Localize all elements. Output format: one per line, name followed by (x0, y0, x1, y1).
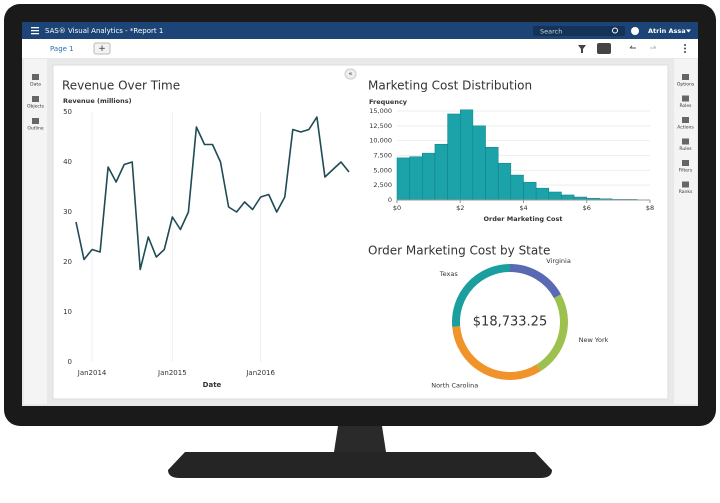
toolbar (22, 39, 698, 58)
histogram-bar (497, 162, 512, 201)
y-tick-label: 12,500 (369, 122, 392, 130)
y-tick-label: 5,000 (373, 166, 392, 174)
y-tick-label: 7,500 (373, 152, 392, 160)
charts: Revenue Over Time Revenue (millions) Date 0… (62, 79, 654, 390)
donut-label: Virginia (546, 257, 571, 265)
donut-segment (452, 326, 541, 380)
y-tick-label: 0 (68, 358, 72, 366)
x-tick-label: Jan2015 (157, 369, 187, 377)
x-tick-label: $0 (393, 204, 401, 212)
panel-label[interactable]: Data (30, 82, 41, 88)
undo-icon[interactable] (629, 45, 636, 49)
histogram-bar (523, 181, 537, 201)
report-canvas (52, 64, 669, 400)
x-tick-label: $8 (646, 204, 654, 212)
search-icon[interactable] (612, 27, 618, 34)
panel-label[interactable]: Roles (679, 103, 692, 109)
y-tick-label: 20 (63, 258, 72, 266)
histogram-bar (485, 146, 499, 201)
left-panel-items: Data Objects Outline (27, 74, 45, 132)
toggle-button[interactable] (597, 43, 611, 54)
histogram-bar (472, 125, 486, 201)
histogram-bar (535, 187, 550, 201)
histogram-bar (561, 194, 575, 201)
histogram-bar (396, 157, 410, 201)
donut-segment (509, 264, 561, 299)
panel-icon (682, 160, 689, 166)
donut-segment (536, 294, 568, 372)
right-panel (674, 59, 697, 404)
x-tick-label: Jan2016 (245, 369, 275, 377)
donut-label: North Carolina (431, 381, 478, 389)
donut-label: Texas (439, 270, 459, 278)
x-tick-label: $6 (583, 204, 591, 212)
panel-label[interactable]: Objects (27, 104, 45, 110)
x-axis-label: Date (203, 381, 222, 389)
histogram-bar (548, 191, 562, 201)
panel-label[interactable]: Options (677, 82, 695, 88)
histogram-bar (447, 113, 461, 201)
add-page-icon: + (98, 44, 106, 54)
add-page-button[interactable] (93, 42, 111, 55)
histogram-bar (422, 152, 436, 201)
y-tick-label: 0 (388, 196, 392, 204)
panel-icon (32, 118, 39, 124)
histogram-bar (460, 109, 474, 201)
y-axis-label: Frequency (369, 98, 408, 106)
panel-label[interactable]: Ranks (679, 189, 693, 195)
panel-label[interactable]: Filters (679, 168, 693, 174)
app-header (22, 22, 698, 39)
y-tick-label: 10,000 (369, 137, 392, 145)
panel-icon (682, 74, 689, 80)
histogram-bar (434, 143, 448, 201)
chart-title: Revenue Over Time (62, 79, 180, 93)
user-menu-caret[interactable] (686, 29, 691, 33)
y-tick-label: 50 (63, 108, 72, 116)
x-tick-label: Jan2014 (77, 369, 107, 377)
collapse-icon: « (349, 71, 353, 78)
panel-icon (682, 181, 689, 188)
panel-icon (32, 74, 39, 80)
chart-title: Order Marketing Cost by State (368, 244, 550, 258)
panel-label[interactable]: Outline (27, 126, 44, 132)
user-name[interactable]: Atrin Assa (648, 27, 686, 35)
line-series (75, 116, 350, 271)
panel-icon (682, 95, 689, 102)
x-tick-label: $4 (519, 204, 527, 212)
donut-label: New York (579, 336, 609, 344)
y-tick-label: 40 (63, 158, 72, 166)
histogram-bar (409, 156, 423, 201)
donut-segment (452, 264, 511, 327)
panel-label[interactable]: Actions (677, 125, 694, 131)
search-placeholder: Search (540, 28, 562, 36)
donut-total: $18,733.25 (473, 315, 547, 330)
y-tick-label: 15,000 (369, 107, 392, 115)
filter-icon[interactable] (578, 45, 586, 53)
menu-icon[interactable] (31, 27, 39, 35)
panel-icon (32, 96, 39, 102)
panel-icon (682, 117, 689, 123)
y-axis-label: Revenue (millions) (63, 97, 132, 105)
y-tick-label: 30 (63, 208, 72, 216)
app-title: SAS® Visual Analytics - *Report 1 (45, 27, 163, 35)
panel-icon (682, 138, 689, 145)
monitor-neck (334, 426, 386, 452)
help-icon[interactable] (631, 27, 639, 35)
y-tick-label: 10 (63, 308, 72, 316)
chart-title: Marketing Cost Distribution (368, 79, 532, 93)
search-box[interactable] (533, 26, 625, 36)
x-axis-label: Order Marketing Cost (484, 215, 563, 223)
x-tick-label: $2 (456, 204, 464, 212)
panel-label[interactable]: Rules (679, 146, 692, 152)
histogram-bar (510, 174, 524, 201)
more-icon[interactable] (684, 44, 686, 53)
page-tab[interactable]: Page 1 (50, 45, 74, 53)
redo-icon[interactable] (650, 45, 657, 49)
right-panel-items: Options Roles Actions Rules Filters Ranks (677, 74, 695, 195)
left-panel (24, 59, 47, 404)
collapse-button[interactable] (344, 68, 357, 80)
monitor-base (168, 452, 552, 478)
y-tick-label: 2,500 (373, 181, 392, 189)
